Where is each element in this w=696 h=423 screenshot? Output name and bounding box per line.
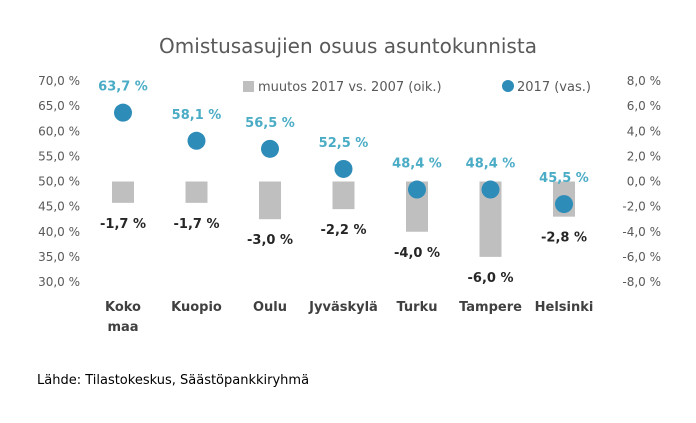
source-note: Lähde: Tilastokeskus, Säästöpankkiryhmä [37,373,310,388]
right-tick-label: -8,0 % [622,275,661,289]
share-point [334,159,353,178]
right-axis: 8,0 % 6,0 % 4,0 % 2,0 % 0,0 % -2,0 % -4,0 % -6,… [622,74,661,289]
bar-value-label: -2,8 % [541,231,587,246]
point-value-label: 58,1 % [172,108,222,123]
left-tick-label: 45,0 % [38,200,80,214]
bar-value-label: -3,0 % [247,233,293,248]
share-point [261,139,279,158]
bar-value-label: -6,0 % [468,271,514,286]
left-tick-label: 30,0 % [38,275,80,289]
point-value-label: 45,5 % [539,171,589,186]
change-bar [332,181,355,210]
right-tick-label: 6,0 % [627,99,661,113]
right-tick-label: 0,0 % [627,175,661,189]
legend-bar-label: muutos 2017 vs. 2007 (oik.) [258,80,442,95]
legend-dot-label: 2017 (vas.) [517,80,591,95]
bar-value-label: -2,2 % [321,223,367,238]
category-label: Koko [105,300,141,315]
category-label: Kuopio [171,300,222,315]
dot-data-labels: 63,7 % 58,1 % 56,5 % 52,5 % 48,4 % 48,4 % 45,5… [98,80,589,186]
bar-value-label: -1,7 % [174,217,220,232]
share-point [555,195,573,214]
share-point [114,103,132,122]
left-tick-label: 50,0 % [38,175,80,189]
right-tick-label: -6,0 % [622,250,661,264]
bar-value-label: -4,0 % [394,246,440,261]
left-tick-label: 35,0 % [38,250,80,264]
dot-series [114,103,573,214]
left-tick-label: 60,0 % [38,124,80,138]
bar-value-label: -1,7 % [100,217,146,232]
point-value-label: 48,4 % [466,157,516,172]
share-point [408,180,426,199]
category-label: Tampere [459,300,522,315]
category-label: Turku [396,300,437,315]
category-axis: Koko maa Kuopio Oulu Jyväskylä Turku Tampere He… [105,300,593,335]
right-tick-label: 2,0 % [627,149,661,163]
chart-title: Omistusasujien osuus asuntokunnista [159,34,537,58]
share-point [481,180,500,199]
right-tick-label: -4,0 % [622,225,661,239]
left-tick-label: 55,0 % [38,149,80,163]
bar-data-labels: -1,7 % -1,7 % -3,0 % -2,2 % -4,0 % -6,0 % -2,8… [100,217,587,286]
legend-dot-swatch [502,80,514,92]
point-value-label: 48,4 % [392,157,442,172]
share-point [187,131,206,150]
left-axis: 70,0 % 65,0 % 60,0 % 55,0 % 50,0 % 45,0 % 40,0… [38,74,80,289]
point-value-label: 52,5 % [319,136,369,151]
left-tick-label: 70,0 % [38,74,80,88]
left-tick-label: 65,0 % [38,99,80,113]
category-label: Jyväskylä [308,300,378,315]
change-bar [112,181,134,203]
right-tick-label: 8,0 % [627,74,661,88]
right-tick-label: 4,0 % [627,124,661,138]
change-bar [259,181,281,220]
left-tick-label: 40,0 % [38,225,80,239]
right-tick-label: -2,0 % [622,200,661,214]
category-label: maa [107,320,138,335]
change-bar [479,181,502,257]
point-value-label: 63,7 % [98,80,148,95]
category-label: Helsinki [535,300,594,315]
legend: muutos 2017 vs. 2007 (oik.) 2017 (vas.) [243,80,591,95]
legend-bar-swatch [243,81,254,92]
category-label: Oulu [253,300,287,315]
change-bar [185,181,208,203]
point-value-label: 56,5 % [245,116,295,131]
